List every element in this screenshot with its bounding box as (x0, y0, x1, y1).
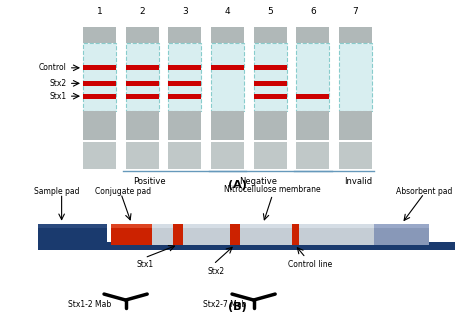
FancyBboxPatch shape (83, 94, 116, 99)
FancyBboxPatch shape (211, 43, 244, 110)
Text: Control line: Control line (288, 260, 333, 269)
FancyBboxPatch shape (126, 65, 159, 70)
FancyBboxPatch shape (83, 43, 116, 110)
FancyBboxPatch shape (168, 142, 201, 169)
FancyBboxPatch shape (296, 43, 329, 110)
FancyBboxPatch shape (211, 110, 244, 140)
FancyBboxPatch shape (292, 223, 299, 245)
FancyBboxPatch shape (254, 142, 287, 169)
FancyBboxPatch shape (296, 110, 329, 140)
Text: Stx1: Stx1 (49, 92, 66, 101)
FancyBboxPatch shape (254, 65, 287, 70)
Text: Stx2: Stx2 (49, 79, 66, 88)
FancyBboxPatch shape (126, 94, 159, 99)
Text: Positive: Positive (133, 177, 165, 186)
FancyBboxPatch shape (339, 27, 372, 43)
FancyBboxPatch shape (168, 65, 201, 70)
Text: Stx1-2 Mab: Stx1-2 Mab (68, 300, 112, 309)
FancyBboxPatch shape (111, 223, 152, 228)
FancyBboxPatch shape (296, 142, 329, 169)
FancyBboxPatch shape (339, 142, 372, 169)
FancyBboxPatch shape (211, 142, 244, 169)
Text: (B): (B) (228, 302, 246, 312)
FancyBboxPatch shape (168, 27, 201, 43)
FancyBboxPatch shape (168, 110, 201, 140)
FancyBboxPatch shape (211, 27, 244, 43)
Text: (A): (A) (228, 180, 246, 190)
FancyBboxPatch shape (168, 81, 201, 86)
FancyBboxPatch shape (230, 223, 240, 245)
FancyBboxPatch shape (126, 27, 159, 43)
FancyBboxPatch shape (374, 223, 429, 228)
Text: Sample pad: Sample pad (34, 187, 80, 196)
FancyBboxPatch shape (211, 65, 244, 70)
FancyBboxPatch shape (168, 94, 201, 99)
Text: Absorbent pad: Absorbent pad (396, 187, 452, 196)
FancyBboxPatch shape (339, 43, 372, 110)
Text: Invalid: Invalid (344, 177, 372, 186)
Text: 5: 5 (267, 7, 273, 16)
Text: Nitrocellulose membrane: Nitrocellulose membrane (224, 186, 321, 194)
FancyBboxPatch shape (173, 223, 183, 245)
Text: Negative: Negative (239, 177, 277, 186)
FancyBboxPatch shape (254, 81, 287, 86)
FancyBboxPatch shape (83, 110, 116, 140)
Text: 6: 6 (310, 7, 316, 16)
FancyBboxPatch shape (254, 94, 287, 99)
FancyBboxPatch shape (254, 43, 287, 110)
Text: 1: 1 (97, 7, 102, 16)
Text: Conjugate pad: Conjugate pad (95, 187, 151, 196)
FancyBboxPatch shape (339, 110, 372, 140)
FancyBboxPatch shape (126, 142, 159, 169)
FancyBboxPatch shape (38, 223, 107, 228)
FancyBboxPatch shape (296, 27, 329, 43)
Text: Control: Control (38, 63, 66, 72)
FancyBboxPatch shape (38, 228, 107, 245)
FancyBboxPatch shape (111, 228, 152, 245)
FancyBboxPatch shape (126, 110, 159, 140)
FancyBboxPatch shape (254, 110, 287, 140)
FancyBboxPatch shape (126, 81, 159, 86)
Text: Stx2-7 Mab: Stx2-7 Mab (203, 300, 247, 309)
Text: 2: 2 (139, 7, 145, 16)
FancyBboxPatch shape (147, 228, 379, 245)
Text: Stx1: Stx1 (136, 260, 153, 269)
FancyBboxPatch shape (83, 142, 116, 169)
FancyBboxPatch shape (83, 81, 116, 86)
FancyBboxPatch shape (254, 27, 287, 43)
FancyBboxPatch shape (168, 43, 201, 110)
Text: 4: 4 (225, 7, 230, 16)
FancyBboxPatch shape (296, 94, 329, 99)
FancyBboxPatch shape (83, 65, 116, 70)
FancyBboxPatch shape (126, 43, 159, 110)
FancyBboxPatch shape (147, 223, 379, 228)
FancyBboxPatch shape (374, 228, 429, 245)
Text: 3: 3 (182, 7, 188, 16)
Text: 7: 7 (353, 7, 358, 16)
FancyBboxPatch shape (38, 242, 455, 250)
Text: Stx2: Stx2 (207, 267, 224, 276)
FancyBboxPatch shape (83, 27, 116, 43)
